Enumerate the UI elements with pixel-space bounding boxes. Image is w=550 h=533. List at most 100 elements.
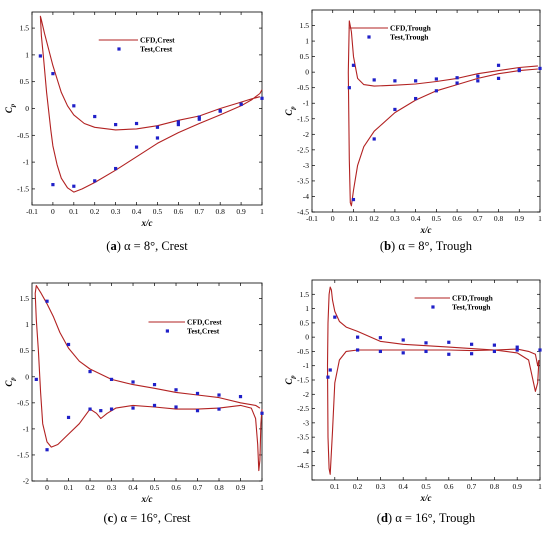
test-data-point	[134, 145, 139, 149]
test-data-point	[492, 343, 496, 347]
test-data-point	[131, 380, 135, 384]
x-tick-label: 0	[45, 483, 49, 492]
x-tick-label: 0.3	[390, 214, 400, 223]
y-tick-label: -1	[23, 424, 29, 433]
test-data-point	[333, 315, 337, 319]
x-tick-label: 0.9	[236, 483, 246, 492]
x-axis-label: x/c	[141, 218, 153, 228]
x-tick-label: 0.3	[111, 207, 121, 216]
cfd-series-line	[326, 286, 540, 475]
panel-caption: (a) α = 8°, Crest	[106, 239, 188, 253]
panel-caption: (d) α = 16°, Trough	[377, 511, 476, 525]
test-data-point	[88, 369, 92, 374]
y-tick-label: -0.5	[297, 347, 309, 356]
test-data-point	[476, 79, 480, 83]
y-tick-label: -1.5	[297, 376, 309, 385]
y-tick-label: -1	[303, 99, 309, 108]
x-tick-label: 0	[331, 214, 335, 223]
chart-panel-4: 0.1 0.2 0.3 0.4 0.5 0.6 0.7 0.8 0.9 1 -4.5 -4 -3.5 -3…	[284, 279, 542, 525]
caption-paren-open: (	[377, 511, 381, 525]
chart-panel-3: 0 0.1 0.2 0.3 0.4 0.5 0.6 0.7 0.8 0.9 1 -2 -1.5 -1 -0.…	[4, 282, 264, 525]
test-data-point	[414, 79, 418, 83]
test-data-point	[393, 107, 397, 112]
y-tick-label: -0.5	[297, 83, 309, 92]
test-data-point	[34, 377, 38, 381]
x-tick-label: 0.4	[399, 482, 409, 491]
test-data-point	[455, 81, 459, 85]
test-data-point	[51, 183, 55, 187]
test-data-point	[51, 72, 55, 76]
x-tick-label: 0.7	[195, 207, 205, 216]
y-tick-label: -1.5	[17, 450, 29, 459]
test-data-point	[515, 345, 519, 349]
y-tick-label: -0.5	[17, 131, 29, 140]
legend-cfd-label: CFD,Trough	[452, 294, 494, 303]
y-tick-label: -3.5	[297, 176, 309, 185]
y-tick-label: 0	[305, 68, 309, 77]
test-data-point	[326, 375, 330, 379]
x-tick-label: 0.5	[153, 207, 163, 216]
x-tick-label: 0.9	[515, 214, 525, 223]
test-data-point	[538, 66, 542, 71]
test-data-point	[239, 102, 243, 106]
test-data-point	[152, 403, 157, 408]
caption-text: α = 16°, Trough	[392, 511, 476, 525]
test-data-point	[496, 76, 501, 80]
x-tick-label: 0	[51, 207, 55, 216]
y-axis-label-subscript: p	[10, 377, 17, 382]
test-data-point	[496, 63, 501, 67]
test-data-point	[155, 136, 160, 140]
y-tick-label: 0.5	[300, 52, 310, 61]
legend-test-swatch	[367, 35, 371, 39]
caption-text: α = 16°, Crest	[117, 511, 191, 525]
test-data-point	[197, 115, 201, 119]
x-tick-label: 0.6	[171, 483, 181, 492]
test-data-point	[66, 415, 71, 420]
x-tick-label: 0.9	[236, 207, 246, 216]
chart-panel-1: -0.1 0 0.1 0.2 0.3 0.4 0.5 0.6 0.7 0.8 0.9 1 -1.5 -1 -…	[4, 11, 264, 253]
x-tick-label: 0.8	[490, 482, 500, 491]
y-tick-label: 0	[305, 333, 309, 342]
y-axis-label: Cp	[284, 106, 297, 116]
y-tick-label: -4.5	[297, 461, 309, 470]
caption-paren-close: )	[113, 511, 117, 525]
x-tick-label: 0.6	[452, 214, 462, 223]
y-tick-label: 0.5	[20, 77, 30, 86]
test-data-point	[538, 348, 542, 352]
y-tick-label: -2.5	[297, 404, 309, 413]
x-tick-label: 1	[538, 214, 542, 223]
x-axis-label: x/c	[420, 493, 432, 503]
y-tick-label: -1	[23, 158, 29, 167]
test-data-point	[424, 341, 428, 345]
x-tick-label: 0.5	[150, 483, 160, 492]
x-tick-label: 0.4	[128, 483, 138, 492]
plot-frame	[311, 9, 541, 213]
panel-caption: (c) α = 16°, Crest	[103, 511, 191, 525]
test-data-point	[455, 76, 459, 80]
test-data-point	[414, 96, 418, 101]
test-data-point	[176, 120, 180, 124]
test-data-point	[45, 299, 49, 303]
test-data-point	[424, 349, 428, 354]
x-tick-label: 0.2	[90, 207, 100, 216]
test-data-point	[174, 388, 178, 392]
cfd-series-line	[39, 15, 263, 193]
x-tick-label: 0.1	[69, 207, 79, 216]
y-tick-label: 1.5	[20, 294, 30, 303]
legend-cfd-label: CFD,Crest	[187, 318, 222, 327]
test-data-point	[109, 377, 114, 381]
x-tick-label: 0.7	[193, 483, 203, 492]
legend-test-swatch	[165, 329, 169, 333]
caption-paren-close: )	[388, 511, 392, 525]
y-tick-label: 0	[25, 372, 29, 381]
test-data-point	[217, 393, 221, 397]
test-data-point	[152, 383, 157, 387]
legend-test-label: Test,Trough	[452, 303, 491, 312]
test-data-point	[393, 79, 397, 83]
caption-letter: c	[108, 511, 114, 525]
test-data-point	[356, 348, 360, 352]
y-tick-label: -2	[23, 477, 29, 486]
x-tick-label: 0.2	[353, 482, 363, 491]
